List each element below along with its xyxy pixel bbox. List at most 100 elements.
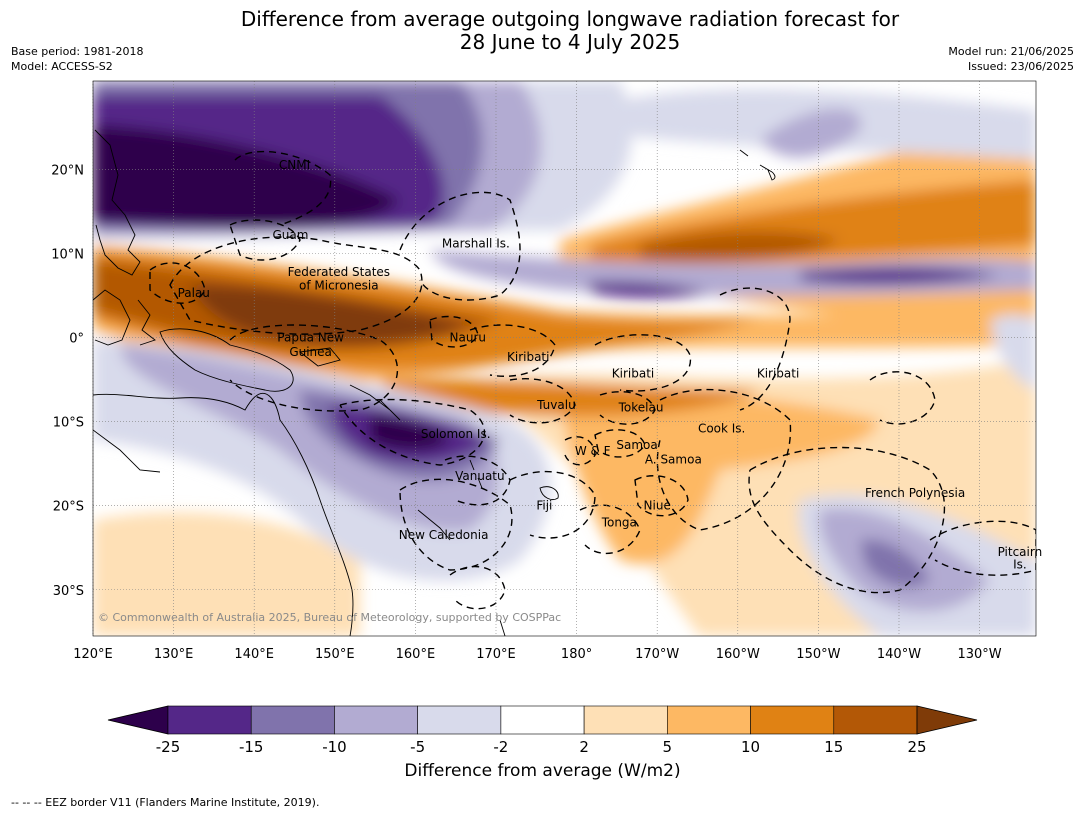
lat-tick-label: 30°S [53,584,84,599]
region-label: Federated States [288,265,390,279]
sulawesi-coast [137,299,156,346]
issued-date: Issued: 23/06/2025 [967,60,1074,73]
colorbar-tick-label: 10 [741,738,760,756]
lon-tick-label: 120°E [73,647,113,662]
region-label: Tokelau [618,400,664,414]
eez-wallis [564,436,596,466]
colorbar-tick-label: -25 [156,738,181,756]
eez-new-caledonia [399,478,513,571]
lon-tick-label: 180° [561,647,592,662]
colorbar-segment [833,705,918,735]
lon-tick-label: 160°W [716,647,760,662]
eez-kiribati-line [719,287,791,411]
eez-marshall [399,191,521,301]
australia-coast [93,393,354,636]
region-label: Fiji [536,499,552,513]
eez-borders [149,150,1036,610]
region-label: Marshall Is. [442,236,510,250]
new-caledonia-coast [417,509,451,541]
colorbar-tick-label: 15 [824,738,843,756]
colorbar-segment [667,705,751,735]
region-label: Tuvalu [536,398,576,412]
eez-marquesas [869,371,936,425]
region-label: Solomon Is. [421,427,491,441]
lon-tick-label: 160°E [396,647,436,662]
gridlines [92,81,1036,636]
region-label: Kiribati [757,367,799,381]
borneo-coast [93,289,131,346]
region-label: of Micronesia [299,278,379,292]
map-title: Difference from average outgoing longwav… [0,8,1085,54]
region-label: Kiribati [612,367,654,381]
vanuatu-coast [469,459,483,489]
new-britain-coast [298,347,341,367]
longitude-axis: 120°E 130°E 140°E 150°E 160°E 170°E 180° 170°W 1… [73,647,1002,662]
colorbar-tick-label: -2 [493,738,508,756]
title-line-1: Difference from average outgoing longwav… [240,7,900,31]
colorbar-label: Difference from average (W/m2) [404,761,681,781]
region-label: Vanuatu [455,469,505,483]
colorbar-tick-label: -10 [322,738,347,756]
region-label: Palau [178,286,210,300]
hawaii-coast [739,149,776,181]
meta-right: Model run: 21/06/2025 Issued: 23/06/2025 [948,44,1074,74]
eez-tuvalu [509,378,576,424]
lon-tick-label: 140°W [877,647,921,662]
eez-solomon [339,398,486,466]
region-label: Guinea [289,345,332,359]
eez-kiribati-gilbert [469,324,556,377]
colorbar-tick-label: 2 [579,738,589,756]
eez-png [229,324,399,412]
meta-left: Base period: 1981-2018 Model: ACCESS-S2 [11,44,143,74]
eez-fiji [509,470,596,539]
colorbar-tick-label: -15 [239,738,264,756]
title-line-2: 28 June to 4 July 2025 [459,30,681,54]
lat-tick-label: 0° [69,331,84,346]
philippines-coast [94,129,141,276]
lat-tick-label: 20°N [51,163,84,178]
colorbar-segment [583,705,668,735]
map-frame [92,80,1037,637]
colorbar-max-extension [916,705,978,735]
colorbar-min-extension [107,705,169,735]
region-label: Guam [272,228,308,242]
coastlines [93,129,776,636]
copyright-notice: © Commonwealth of Australia 2025, Bureau… [98,611,561,624]
region-label: French Polynesia [865,486,965,500]
lon-tick-label: 130°E [154,647,194,662]
eez-cnmi [234,150,332,226]
region-label: CNMI [279,158,310,172]
region-label: Kiribati [507,350,549,364]
eez-norfolk [449,565,506,610]
region-label: W & F [575,444,611,458]
base-period: Base period: 1981-2018 [11,45,144,58]
eez-french-polynesia [748,446,946,594]
olr-anomaly-field [93,81,1036,636]
lon-tick-label: 170°W [635,647,679,662]
colorbar-tick-label: 5 [663,738,673,756]
lat-tick-label: 20°S [53,500,84,515]
lon-tick-label: 130°W [957,647,1001,662]
region-label: Cook Is. [698,421,745,435]
colorbar-segment [167,705,252,735]
eez-cook [656,388,792,531]
fiji-coast [539,486,559,500]
colorbar-segment [250,705,335,735]
colorbar-tick-label: -5 [410,738,425,756]
eez-legend-note: -- -- -- EEZ border V11 (Flanders Marine… [11,796,320,809]
lon-tick-label: 140°E [234,647,274,662]
region-label: Pitcairn [998,545,1043,559]
lon-tick-label: 150°W [796,647,840,662]
model-run: Model run: 21/06/2025 [948,45,1074,58]
region-label: Nauru [450,330,486,344]
model-name: Model: ACCESS-S2 [11,60,113,73]
region-label: Samoa [616,438,657,452]
region-label: Tonga [601,515,637,529]
lon-tick-label: 170°E [476,647,516,662]
region-label: Papua New [277,330,344,344]
colorbar-segment [417,705,502,735]
region-label: Is. [1013,558,1027,572]
new-guinea-coast [159,328,294,392]
